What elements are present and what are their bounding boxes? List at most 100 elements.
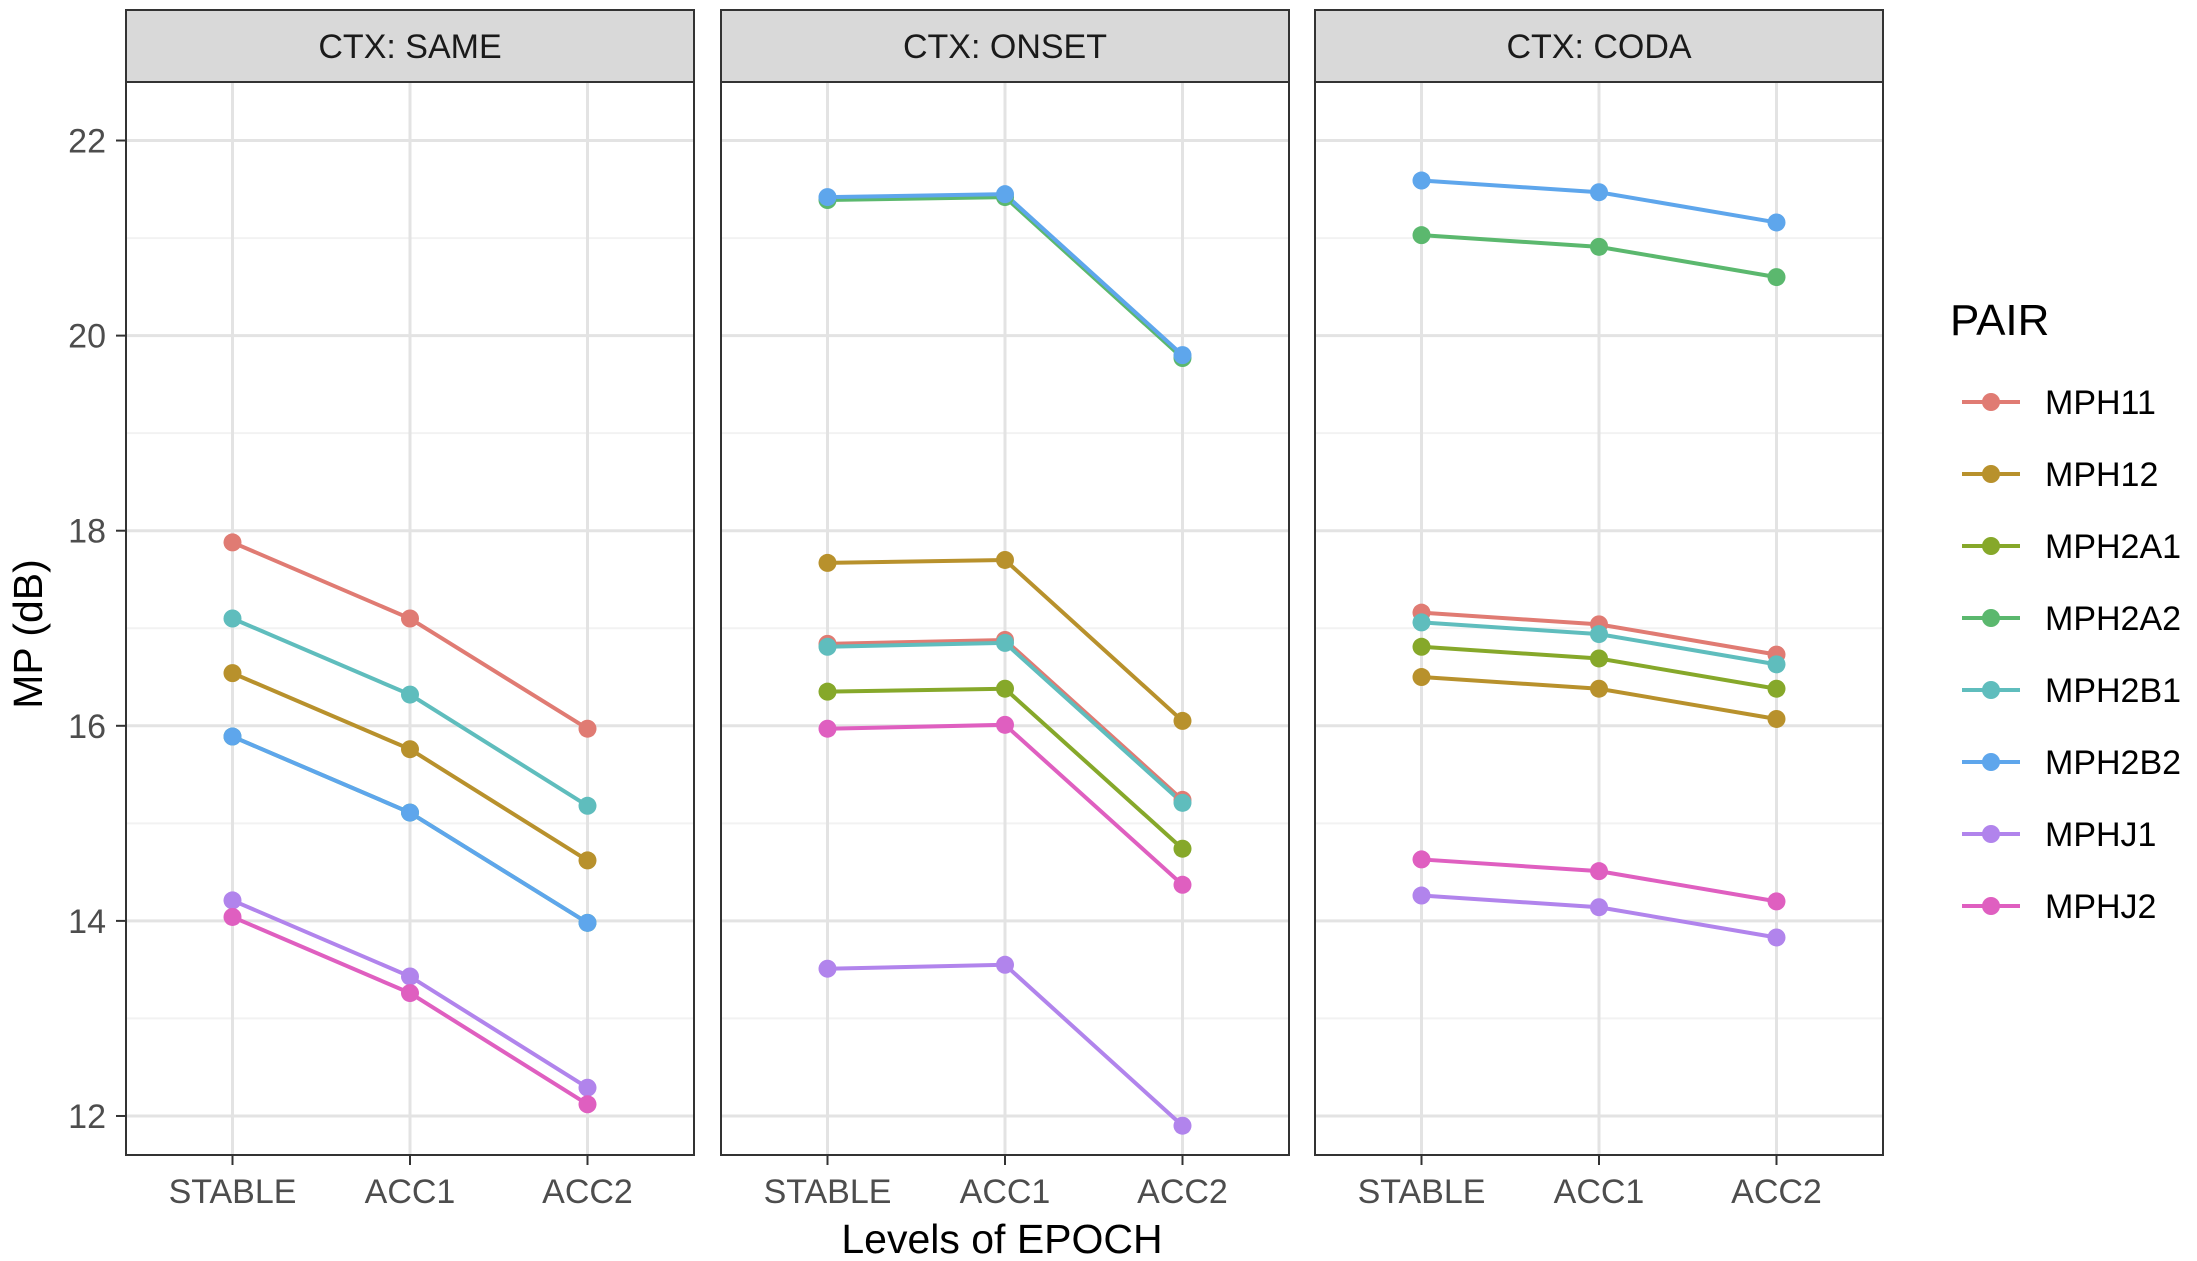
data-point-mph2b2 [818, 188, 837, 207]
data-point-mph2b1 [223, 609, 242, 628]
panel-onset: CTX: ONSET STABLE ACC1 ACC2 [720, 9, 1290, 1211]
data-point-mph2a2 [1590, 237, 1608, 256]
data-point-mph12 [1173, 711, 1192, 730]
data-point-mphj1 [1412, 886, 1431, 905]
y-tick-label: 20 [68, 318, 106, 356]
y-axis: 12 14 16 18 20 22 [68, 123, 126, 1136]
legend-label-mph2a1: MPH2A1 [2045, 528, 2181, 566]
strip-background [720, 9, 1290, 83]
legend-label-mphj2: MPHJ2 [2045, 888, 2156, 926]
data-point-mphj1 [223, 891, 242, 910]
y-tick-label: 12 [68, 1098, 106, 1136]
data-point-mphj2 [1590, 862, 1608, 881]
data-point-mph2a1 [1590, 649, 1608, 668]
data-point-mphj1 [1173, 1116, 1192, 1135]
data-point-mph2a2 [1412, 226, 1431, 245]
x-tick-label: ACC1 [960, 1173, 1051, 1211]
data-point-mphj2 [401, 984, 419, 1003]
x-tick-label: ACC1 [365, 1173, 456, 1211]
data-point-mphj2 [1173, 875, 1192, 894]
data-point-mphj2 [818, 719, 837, 738]
data-point-mphj2 [1767, 892, 1786, 911]
data-point-mph2a1 [1767, 679, 1786, 698]
data-point-mph2b2 [1173, 346, 1192, 365]
panels: CTX: SAME STABLE ACC1 ACC2 CTX: ONSET STABLE A… [125, 9, 1884, 1211]
x-tick-label: STABLE [169, 1173, 297, 1211]
data-point-mph12 [401, 740, 419, 759]
legend-key-point [1982, 681, 2000, 699]
data-point-mph2b2 [578, 913, 597, 932]
data-point-mph11 [578, 719, 597, 738]
data-point-mph2b1 [1173, 793, 1192, 812]
data-point-mph12 [818, 553, 837, 572]
y-tick-label: 14 [68, 903, 106, 941]
data-point-mphj1 [1590, 898, 1608, 917]
data-point-mph2a1 [818, 682, 837, 701]
legend: PAIR MPH11 MPH12 MPH2A1 MPH2A2 MPH2B1 MPH2B2 M… [1950, 296, 2181, 926]
strip-background [125, 9, 695, 83]
data-point-mphj2 [578, 1095, 597, 1114]
data-point-mph2b2 [223, 727, 242, 746]
legend-label-mph11: MPH11 [2045, 384, 2156, 422]
legend-key-point [1982, 465, 2000, 483]
data-point-mph2b2 [401, 803, 419, 822]
y-tick-label: 18 [68, 513, 106, 551]
y-axis-title: MP (dB) [5, 559, 51, 709]
data-point-mphj1 [996, 955, 1014, 974]
legend-key-point [1982, 609, 2000, 627]
data-point-mph12 [1412, 668, 1431, 687]
x-tick-label: STABLE [1358, 1173, 1486, 1211]
legend-label-mph12: MPH12 [2045, 456, 2158, 494]
data-point-mphj2 [1412, 850, 1431, 869]
data-point-mph2b1 [1590, 625, 1608, 644]
legend-label-mphj1: MPHJ1 [2045, 816, 2156, 854]
data-point-mphj1 [578, 1078, 597, 1097]
data-point-mph2b1 [1767, 655, 1786, 674]
data-point-mph12 [1767, 709, 1786, 728]
data-point-mph2b2 [996, 185, 1014, 204]
legend-title: PAIR [1950, 296, 2049, 345]
legend-key-point [1982, 753, 2000, 771]
x-tick-label: ACC1 [1554, 1173, 1645, 1211]
strip-label: CTX: ONSET [903, 28, 1107, 66]
data-point-mph2b1 [1412, 613, 1431, 632]
legend-key-point [1982, 897, 2000, 915]
legend-label-mph2a2: MPH2A2 [2045, 600, 2181, 638]
x-tick-label: ACC2 [1731, 1173, 1822, 1211]
data-point-mph2b1 [578, 796, 597, 815]
strip-label: CTX: SAME [318, 28, 501, 66]
y-tick-label: 16 [68, 708, 106, 746]
data-point-mph2b1 [401, 685, 419, 704]
x-tick-label: ACC2 [542, 1173, 633, 1211]
data-point-mph12 [578, 851, 597, 870]
data-point-mph2a2 [1767, 268, 1786, 287]
legend-label-mph2b1: MPH2B1 [2045, 672, 2181, 710]
data-point-mphj2 [223, 907, 242, 926]
data-point-mph2b2 [1590, 183, 1608, 202]
data-point-mph11 [223, 533, 242, 552]
legend-label-mph2b2: MPH2B2 [2045, 744, 2181, 782]
strip-label: CTX: CODA [1506, 28, 1691, 66]
data-point-mph2b1 [996, 633, 1014, 652]
data-point-mph2b2 [1767, 213, 1786, 232]
strip-background [1314, 9, 1884, 83]
data-point-mphj1 [1767, 928, 1786, 947]
legend-key-point [1982, 825, 2000, 843]
data-point-mphj2 [996, 715, 1014, 734]
panel-coda: CTX: CODA STABLE ACC1 ACC2 [1314, 9, 1884, 1211]
legend-key-point [1982, 537, 2000, 555]
panel-same: CTX: SAME STABLE ACC1 ACC2 [125, 9, 695, 1211]
x-tick-label: STABLE [764, 1173, 892, 1211]
data-point-mph12 [1590, 679, 1608, 698]
data-point-mphj1 [401, 967, 419, 986]
x-axis-title: Levels of EPOCH [841, 1216, 1162, 1261]
x-tick-label: ACC2 [1137, 1173, 1228, 1211]
data-point-mph2b2 [1412, 171, 1431, 190]
data-point-mph2a1 [1412, 637, 1431, 656]
data-point-mph2a1 [996, 679, 1014, 698]
data-point-mphj1 [818, 959, 837, 978]
data-point-mph2b1 [818, 637, 837, 656]
data-point-mph2a1 [1173, 839, 1192, 858]
data-point-mph12 [996, 550, 1014, 569]
